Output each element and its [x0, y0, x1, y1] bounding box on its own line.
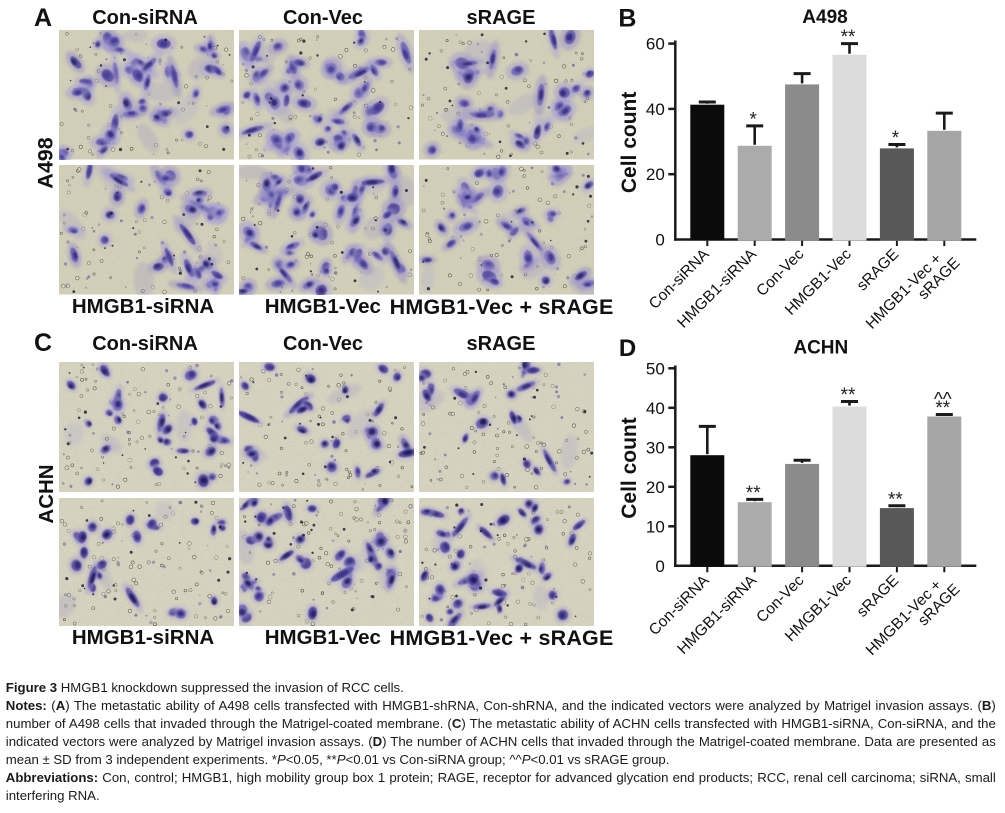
- svg-text:10: 10: [646, 517, 665, 536]
- svg-text:ACHN: ACHN: [793, 338, 848, 359]
- svg-text:40: 40: [646, 399, 665, 418]
- svg-text:Cell count: Cell count: [620, 417, 641, 519]
- svg-text:40: 40: [646, 100, 665, 119]
- svg-text:0: 0: [655, 231, 664, 250]
- svg-text:Cell count: Cell count: [620, 92, 641, 194]
- svg-text:20: 20: [646, 165, 665, 184]
- svg-text:**: **: [935, 398, 950, 419]
- svg-text:*: *: [892, 128, 900, 149]
- svg-text:50: 50: [646, 359, 665, 378]
- svg-text:B: B: [620, 5, 636, 33]
- svg-text:*: *: [749, 109, 757, 130]
- svg-text:**: **: [746, 483, 761, 504]
- svg-text:A498: A498: [802, 7, 847, 28]
- svg-text:30: 30: [646, 438, 665, 457]
- svg-text:D: D: [620, 335, 636, 362]
- svg-text:20: 20: [646, 478, 665, 497]
- svg-text:HMGB1-Vec +sRAGE: HMGB1-Vec +sRAGE: [863, 243, 964, 332]
- svg-text:0: 0: [655, 557, 664, 576]
- svg-text:^^: ^^: [934, 390, 952, 411]
- svg-text:60: 60: [646, 35, 665, 54]
- svg-text:**: **: [888, 489, 903, 510]
- svg-text:**: **: [841, 27, 856, 48]
- svg-text:**: **: [841, 385, 856, 406]
